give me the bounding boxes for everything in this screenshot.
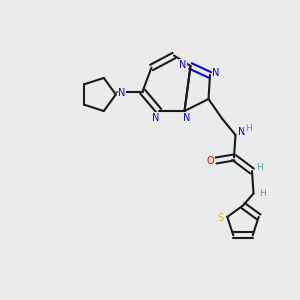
Text: N: N — [118, 88, 125, 98]
Text: N: N — [212, 68, 220, 78]
Text: O: O — [206, 155, 214, 166]
Text: N: N — [179, 59, 187, 70]
Text: H: H — [245, 124, 251, 133]
Text: N: N — [183, 112, 190, 123]
Text: H: H — [259, 189, 266, 198]
Text: S: S — [218, 213, 224, 224]
Text: H: H — [256, 163, 263, 172]
Text: N: N — [152, 112, 160, 123]
Text: N: N — [238, 127, 246, 137]
